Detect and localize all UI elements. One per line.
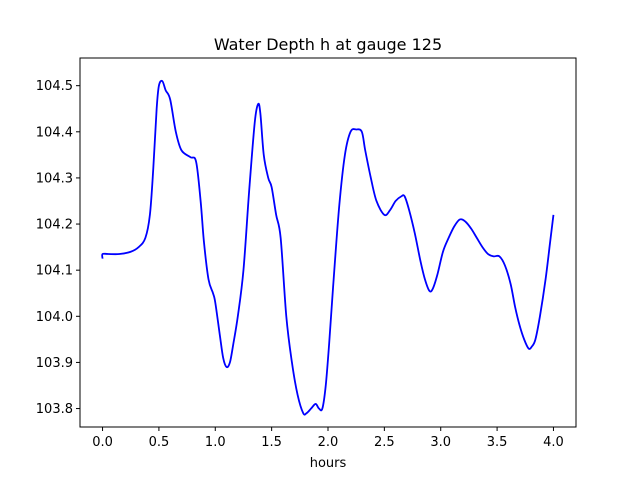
x-tick-label: 1.0 xyxy=(205,435,226,450)
x-tick-label: 1.5 xyxy=(261,435,282,450)
x-axis-label: hours xyxy=(310,456,347,471)
x-tick-label: 2.0 xyxy=(318,435,339,450)
x-tick-label: 2.5 xyxy=(374,435,395,450)
y-tick-label: 104.2 xyxy=(36,218,73,233)
x-tick-label: 0.0 xyxy=(92,435,113,450)
series-line-0 xyxy=(101,79,555,416)
y-axis: 103.8 103.9 104.0 104.1 104.2 104.3 104.4 104.5 xyxy=(36,79,80,417)
x-tick-label: 0.5 xyxy=(149,435,170,450)
y-tick-label: 104.1 xyxy=(36,264,73,279)
y-tick-label: 103.8 xyxy=(36,402,73,417)
x-tick-label: 3.5 xyxy=(487,435,508,450)
y-tick-label: 104.5 xyxy=(36,79,73,94)
x-tick-label: 3.0 xyxy=(430,435,451,450)
y-tick-label: 103.9 xyxy=(36,356,73,371)
y-tick-label: 104.4 xyxy=(36,125,73,140)
series-layer xyxy=(101,79,555,416)
y-tick-label: 104.0 xyxy=(36,310,73,325)
x-tick-label: 4.0 xyxy=(543,435,564,450)
x-axis: 0.0 0.5 1.0 1.5 2.0 2.5 3.0 3.5 4.0 xyxy=(92,427,564,450)
y-tick-label: 104.3 xyxy=(36,171,73,186)
chart-title: Water Depth h at gauge 125 xyxy=(214,35,442,54)
